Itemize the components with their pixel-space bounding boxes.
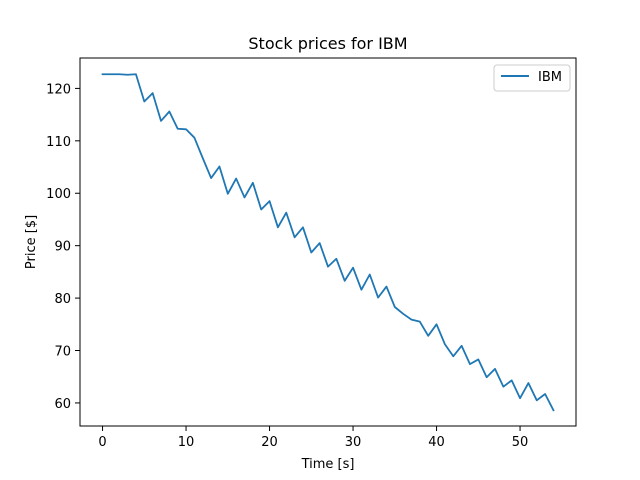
x-tick-label: 30 [345,435,362,450]
x-axis-label: Time [s] [301,457,355,472]
x-axis: 0 10 20 30 40 50 [98,426,528,450]
y-tick-label: 120 [46,82,71,97]
legend: IBM [493,64,571,92]
y-tick-label: 110 [46,135,71,150]
x-tick-label: 0 [98,435,106,450]
y-tick-label: 90 [54,240,71,255]
chart-title: Stock prices for IBM [248,34,407,53]
x-tick-label: 10 [178,435,195,450]
y-axis: 60 70 80 90 100 110 120 [46,82,80,412]
x-tick-label: 40 [428,435,445,450]
y-tick-label: 60 [54,397,71,412]
series-line-ibm [101,73,555,412]
plot-marks [101,73,555,412]
y-tick-label: 80 [54,292,71,307]
y-tick-label: 70 [54,345,71,360]
x-tick-label: 20 [261,435,278,450]
y-axis-label: Price [$] [24,215,39,269]
x-tick-label: 50 [512,435,529,450]
y-tick-label: 100 [46,187,71,202]
legend-box [493,64,571,92]
plot-frame [79,57,577,427]
legend-label-ibm: IBM [538,70,562,85]
